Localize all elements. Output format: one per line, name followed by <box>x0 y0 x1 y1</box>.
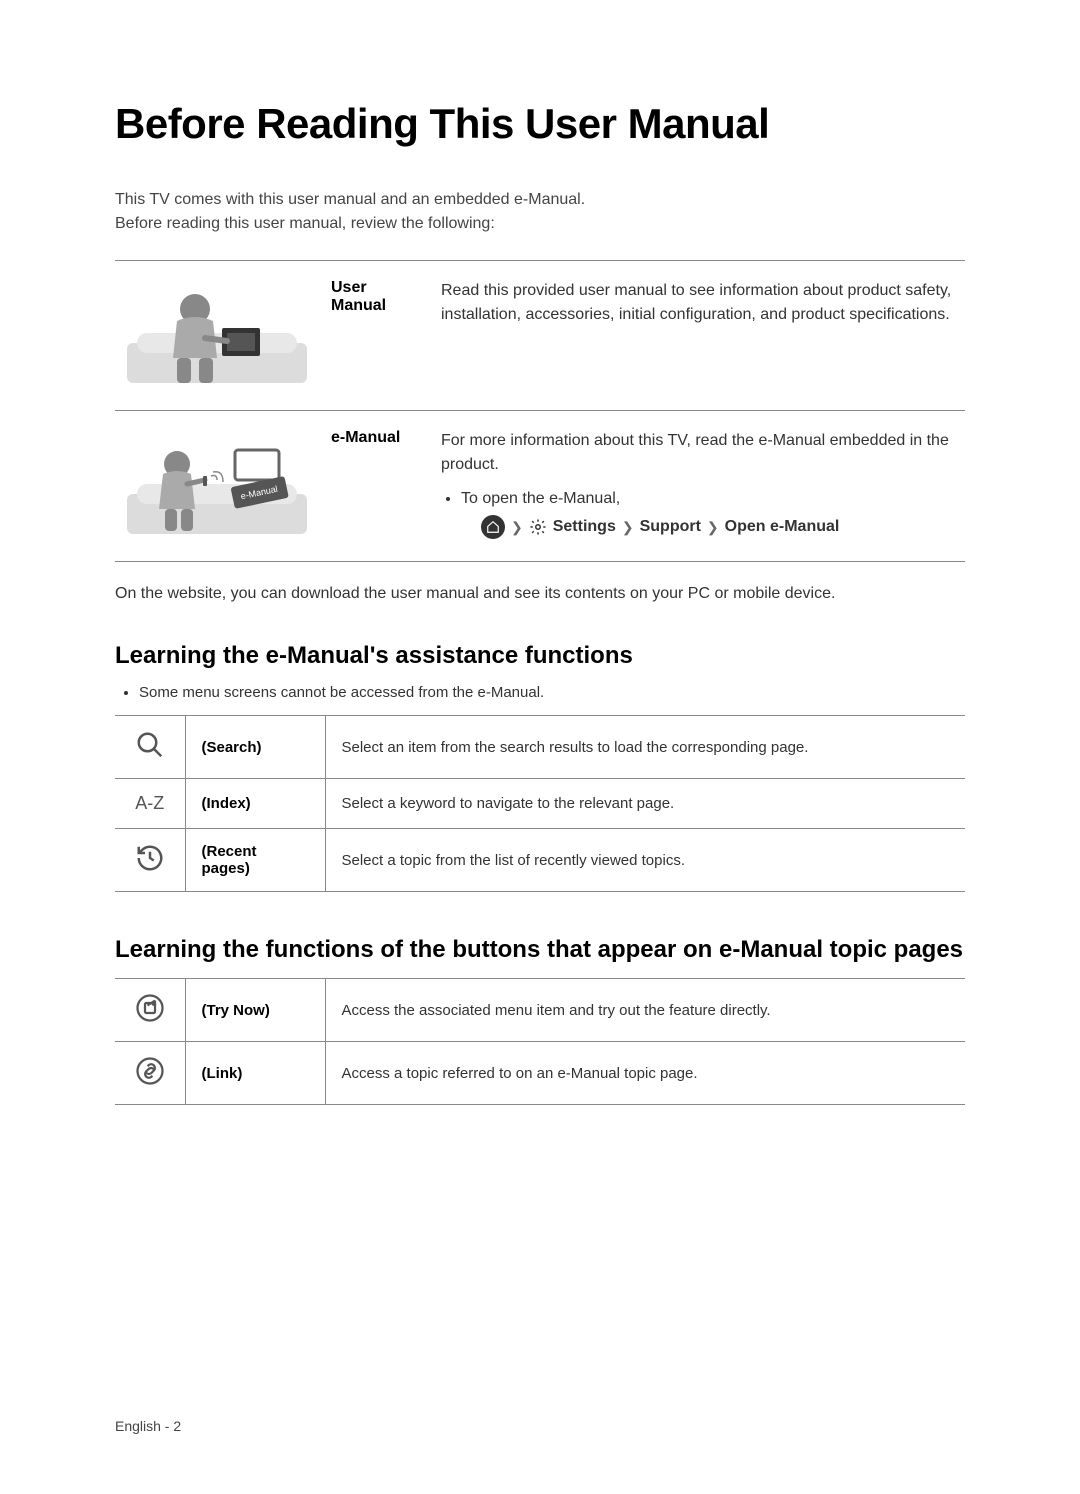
function-name: (Try Now) <box>185 979 325 1042</box>
table-row: (Try Now) Access the associated menu ite… <box>115 979 965 1042</box>
function-description: Select a topic from the list of recently… <box>325 829 965 892</box>
home-icon <box>481 515 505 539</box>
function-name: (Recent pages) <box>185 829 325 892</box>
table-row: (Link) Access a topic referred to on an … <box>115 1042 965 1105</box>
icon-cell <box>115 829 185 892</box>
intro-line-2: Before reading this user manual, review … <box>115 215 495 232</box>
intro-text: This TV comes with this user manual and … <box>115 188 965 236</box>
chevron-right-icon: ❯ <box>707 517 719 538</box>
nav-settings: Settings <box>553 515 616 539</box>
link-icon <box>135 1056 165 1086</box>
assistance-functions-table: (Search) Select an item from the search … <box>115 715 965 892</box>
search-icon <box>135 730 165 760</box>
page-title: Before Reading This User Manual <box>115 100 965 148</box>
illustration-cell: e-Manual <box>115 411 319 562</box>
table-row: (Recent pages) Select a topic from the l… <box>115 829 965 892</box>
table-row: User Manual Read this provided user manu… <box>115 261 965 411</box>
illustration-cell <box>115 261 319 411</box>
function-name: (Index) <box>185 779 325 829</box>
topic-buttons-table: (Try Now) Access the associated menu ite… <box>115 978 965 1105</box>
function-description: Select an item from the search results t… <box>325 716 965 779</box>
table-row: e-Manual e-Manual For more information a… <box>115 411 965 562</box>
icon-cell: A-Z <box>115 779 185 829</box>
nav-open-emanual: Open e-Manual <box>725 515 840 539</box>
page-footer: English - 2 <box>115 1418 181 1434</box>
user-watching-tv-illustration: e-Manual <box>127 424 307 544</box>
function-description: Select a keyword to navigate to the rele… <box>325 779 965 829</box>
recent-icon <box>135 843 165 873</box>
bullet-label: To open the e-Manual, <box>461 490 620 507</box>
gear-icon <box>529 518 547 536</box>
function-description: Access the associated menu item and try … <box>325 979 965 1042</box>
function-name: (Search) <box>185 716 325 779</box>
table-row: A-Z (Index) Select a keyword to navigate… <box>115 779 965 829</box>
emanual-desc-intro: For more information about this TV, read… <box>441 432 949 473</box>
index-icon: A-Z <box>135 793 164 814</box>
chevron-right-icon: ❯ <box>511 517 523 538</box>
chevron-right-icon: ❯ <box>622 517 634 538</box>
icon-cell <box>115 1042 185 1105</box>
emanual-label: e-Manual <box>319 411 429 562</box>
manual-description: Read this provided user manual to see in… <box>429 261 965 411</box>
manual-label: User Manual <box>319 261 429 411</box>
navigation-path: ❯ Settings ❯ Support ❯ Open e-Manual <box>481 515 953 539</box>
website-note: On the website, you can download the use… <box>115 582 965 606</box>
nav-support: Support <box>640 515 701 539</box>
emanual-description: For more information about this TV, read… <box>429 411 965 562</box>
user-reading-manual-illustration <box>127 273 307 393</box>
icon-cell <box>115 979 185 1042</box>
function-description: Access a topic referred to on an e-Manua… <box>325 1042 965 1105</box>
icon-cell <box>115 716 185 779</box>
section-topic-buttons-title: Learning the functions of the buttons th… <box>115 936 965 964</box>
function-name: (Link) <box>185 1042 325 1105</box>
try-now-icon <box>135 993 165 1023</box>
assistance-note-bullet: Some menu screens cannot be accessed fro… <box>139 684 965 701</box>
manual-types-table: User Manual Read this provided user manu… <box>115 260 965 562</box>
emanual-open-bullet: To open the e-Manual, ❯ <box>461 487 953 539</box>
table-row: (Search) Select an item from the search … <box>115 716 965 779</box>
intro-line-1: This TV comes with this user manual and … <box>115 191 585 208</box>
section-assistance-title: Learning the e-Manual's assistance funct… <box>115 642 965 670</box>
